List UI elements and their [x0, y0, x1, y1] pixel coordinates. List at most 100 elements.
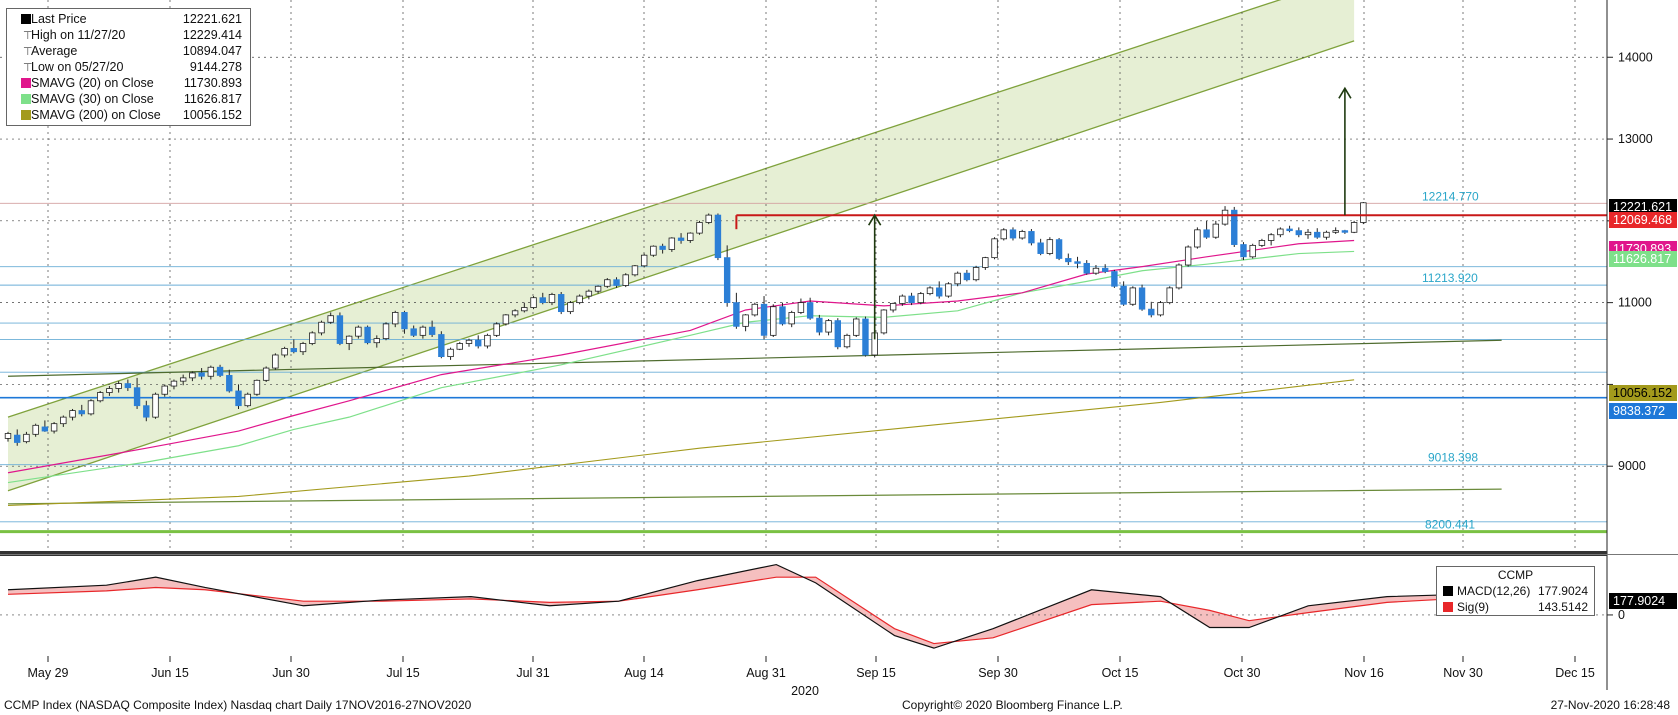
price-badge-bg: [1609, 212, 1677, 228]
axes: 9000 11000 13000 14000 May 29 Jun 15 Jun 30 Jul…: [0, 0, 1678, 698]
candle-body: [1323, 231, 1330, 238]
price-badge: 10056.152: [1609, 385, 1677, 401]
candle-body: [1332, 230, 1339, 233]
y-tick-label: 14000: [1618, 50, 1653, 64]
candle-body: [631, 265, 639, 276]
legend-value: 12221.621: [182, 12, 242, 26]
candle-body: [1046, 239, 1054, 254]
candle-body: [558, 294, 565, 313]
candle-body: [640, 254, 648, 267]
x-tick-label: Dec 15: [1555, 666, 1595, 680]
candle-body: [97, 392, 104, 402]
candle-body: [1314, 231, 1321, 238]
macd-legend-title: CCMP: [1497, 568, 1534, 582]
candle-body: [1166, 287, 1173, 304]
candle-body: [189, 372, 196, 379]
price-badge: 12069.468: [1609, 212, 1677, 228]
candle-body: [198, 372, 205, 377]
candle-body: [963, 272, 971, 281]
x-tick-label: Aug 14: [624, 666, 664, 680]
gridlines: [0, 0, 1607, 548]
candle-body: [770, 306, 777, 336]
x-tick-label: Jul 15: [386, 666, 419, 680]
x-tick-label: Aug 31: [746, 666, 786, 680]
candle-body: [576, 295, 583, 304]
candle-body: [364, 326, 371, 344]
candle-body: [668, 237, 676, 250]
macd-value: 177.9024: [1537, 584, 1588, 598]
legend-row: ⊤ High on 11/27/20 12229.414: [7, 27, 250, 43]
candle-body: [899, 295, 906, 304]
legend-label: Last Price: [31, 12, 87, 26]
price-badge-label: 11626.817: [1613, 252, 1671, 266]
candle-body: [1157, 302, 1164, 316]
candle-body: [262, 367, 270, 381]
candle-body: [410, 328, 417, 336]
trendline: [7, 339, 1502, 377]
legend-label: Low on 05/27/20: [31, 60, 124, 74]
candle-body: [1055, 239, 1063, 259]
candle-body: [917, 293, 924, 304]
candle-body: [843, 334, 851, 348]
legend-swatch: [21, 78, 31, 88]
price-badge: 12221.621: [1609, 199, 1677, 215]
candle-body: [1249, 244, 1256, 258]
legend-tick-icon: ⊤: [23, 46, 33, 58]
candle-body: [650, 245, 657, 256]
candle-body: [290, 348, 298, 353]
candle-body: [880, 309, 888, 334]
target-arrow-head: [1338, 86, 1352, 99]
legend-label: SMAVG (200) on Close: [31, 108, 161, 122]
candle-body: [401, 312, 408, 330]
y-tick-label: 13000: [1618, 132, 1653, 146]
candle-body: [226, 375, 233, 392]
candle-body: [32, 424, 39, 435]
macd-legend-row: MACD(12,26) 177.9024: [1437, 583, 1594, 599]
candle-body: [945, 283, 952, 297]
sma200-line: [7, 379, 1355, 507]
candle-body: [742, 314, 749, 327]
legend-swatch: [21, 94, 31, 104]
candle-body: [428, 326, 436, 335]
candle-body: [438, 334, 445, 358]
candle-body: [834, 320, 841, 348]
signal-legend-row: Sig(9) 143.5142: [1437, 599, 1594, 615]
candle-body: [87, 400, 95, 415]
candle-body: [115, 383, 122, 389]
candle-body: [521, 307, 528, 312]
macd-histogram-area: [8, 564, 1456, 649]
candle-body: [1203, 229, 1210, 238]
candle-body: [816, 317, 823, 333]
candle-body: [659, 245, 666, 250]
footer-timestamp: 27-Nov-2020 16:28:48: [1550, 698, 1670, 712]
channel-lower-line: [7, 40, 1355, 492]
x-tick-label: Jun 30: [272, 666, 310, 680]
candle-body: [982, 257, 989, 268]
macd-legend: CCMP MACD(12,26) 177.9024 Sig(9) 143.514…: [1436, 566, 1595, 616]
candle-body: [336, 315, 344, 344]
candle-body: [511, 310, 519, 316]
candle-body: [502, 314, 510, 325]
panel-divider: [0, 551, 1607, 556]
horizontal-levels: 12214.770 11213.920 9018.398 8200.441: [0, 189, 1607, 534]
candle-body: [1037, 242, 1044, 254]
price-badge: 11626.817: [1609, 251, 1677, 267]
legend-tick-icon: ⊤: [23, 62, 33, 74]
macd-line: [7, 563, 1456, 649]
candle-body: [1148, 308, 1155, 316]
candle-body: [465, 339, 473, 344]
macd-y-tick-label: 0: [1618, 608, 1625, 622]
legend-label: Average: [31, 44, 78, 58]
price-badge-bg: [1609, 403, 1677, 419]
candle-body: [1212, 223, 1220, 238]
price-badge-bg: [1609, 385, 1677, 401]
candle-body: [1184, 246, 1192, 266]
candle-body: [908, 295, 915, 304]
macd-badge: 177.9024: [1609, 593, 1677, 609]
legend-label: SMAVG (30) on Close: [31, 92, 154, 106]
price-badge-label: 10056.152: [1613, 386, 1672, 400]
candle-body: [862, 318, 869, 356]
x-tick-label: Sep 15: [856, 666, 896, 680]
candle-body: [235, 390, 242, 407]
candlesticks: [4, 202, 1367, 446]
